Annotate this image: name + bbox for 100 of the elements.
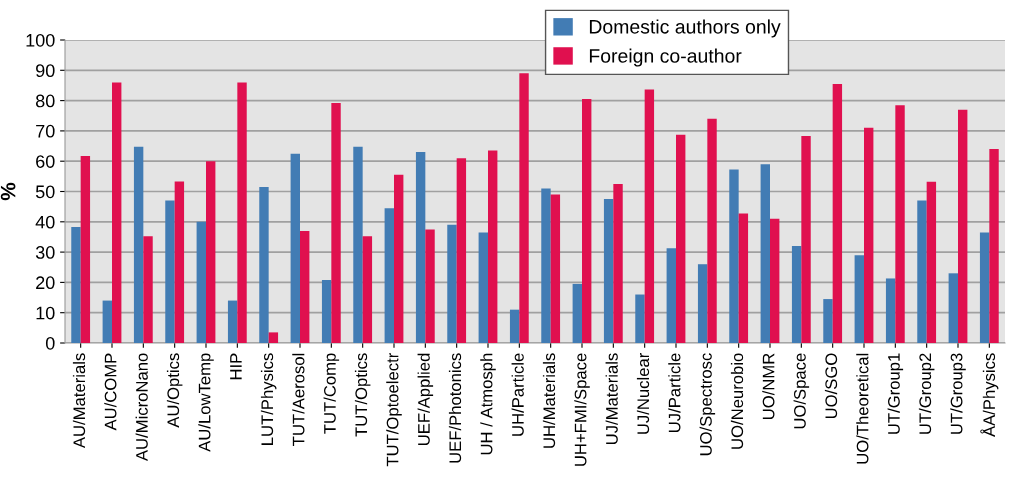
- bar: [666, 248, 676, 343]
- bar: [582, 99, 592, 343]
- x-tick-label: AU/Materials: [72, 353, 86, 449]
- bar: [854, 255, 864, 343]
- x-tick-label: AU/Optics: [166, 353, 183, 428]
- legend-label: Domestic authors only: [589, 19, 781, 38]
- bar: [864, 127, 874, 343]
- bar: [550, 194, 561, 343]
- bar: [823, 299, 833, 343]
- x-tick-label: AU/COMP: [104, 353, 117, 431]
- x-tick-label: UO/Space: [793, 353, 810, 429]
- y-tick-label: 50: [35, 185, 55, 199]
- bar: [926, 181, 937, 343]
- bar: [760, 164, 770, 343]
- bar: [603, 199, 614, 343]
- bar: [268, 332, 279, 343]
- x-tick-label: UH / Atmosph: [480, 353, 496, 455]
- bar: [917, 200, 927, 343]
- bar: [613, 183, 623, 343]
- x-tick-label: UO/Spectrosc: [699, 353, 716, 456]
- bar: [729, 169, 739, 343]
- bar: [394, 174, 404, 343]
- bar: [384, 208, 394, 343]
- bar: [738, 213, 749, 343]
- x-tick-label: UEF/Applied: [417, 353, 434, 445]
- bar: [227, 300, 238, 343]
- x-tick-label: LUT/Physics: [260, 353, 277, 445]
- y-tick-label: 60: [36, 155, 55, 168]
- x-tick-label: UO/Neurobio: [730, 353, 744, 449]
- x-tick-label: TUT/Aerosol: [292, 353, 305, 446]
- y-tick-label: 80: [35, 94, 55, 108]
- x-tick-label: HIP: [230, 353, 242, 380]
- x-tick-label: TUT/Comp: [323, 353, 340, 434]
- y-tick-label: 40: [35, 215, 55, 229]
- bar: [478, 232, 488, 343]
- bar: [300, 230, 310, 343]
- bar: [80, 156, 91, 343]
- x-tick-label: AU/MicroNano: [135, 353, 148, 462]
- bar: [697, 264, 708, 343]
- bar: [801, 136, 811, 343]
- bar: [165, 200, 175, 343]
- x-tick-label: UJ/Nuclear: [636, 353, 650, 434]
- bar: [174, 181, 185, 343]
- bar: [832, 83, 843, 343]
- bar: [237, 82, 247, 343]
- x-tick-label: UEF/Photonics: [448, 353, 462, 463]
- bar: [509, 309, 520, 343]
- bar: [519, 73, 529, 343]
- bar: [143, 236, 153, 343]
- bar: [488, 150, 498, 343]
- y-tick-label: 10: [36, 306, 55, 320]
- bar: [989, 149, 999, 343]
- x-tick-label: TUT/Optics: [354, 353, 371, 437]
- bar: [425, 229, 435, 343]
- x-tick-label: UO/Theoretical: [856, 353, 869, 464]
- bar: [206, 161, 216, 343]
- x-tick-label: UH/Materials: [542, 353, 556, 448]
- y-axis-title: %: [0, 182, 16, 201]
- y-tick-label: 90: [36, 64, 55, 78]
- bar: [948, 273, 958, 343]
- y-tick-label: 70: [36, 124, 55, 138]
- bar: [353, 146, 363, 343]
- x-tick-label: UO/SGO: [824, 353, 838, 419]
- y-tick-label: 30: [35, 246, 55, 259]
- bar: [456, 158, 467, 343]
- x-tick-label: UT/Group2: [918, 353, 935, 434]
- legend-label: Foreign co-author: [589, 48, 742, 67]
- x-tick-label: UH/Particle: [511, 353, 524, 436]
- y-tick-label: 20: [36, 276, 55, 290]
- bar: [290, 153, 300, 343]
- x-tick-label: UT/Group1: [887, 353, 904, 434]
- bar: [259, 186, 269, 343]
- bar: [112, 82, 122, 343]
- x-tick-label: UO/NMR: [762, 353, 775, 420]
- bar: [676, 134, 686, 343]
- bar: [415, 152, 426, 343]
- bar: [635, 294, 645, 343]
- bar: [644, 89, 655, 343]
- x-tick-label: TUT/Optoelectr: [386, 352, 402, 467]
- bar: [133, 146, 144, 343]
- bar: [707, 118, 717, 343]
- bar: [770, 218, 780, 343]
- bar: [958, 109, 968, 343]
- bar: [362, 236, 373, 343]
- bar: [71, 226, 81, 343]
- y-tick-label: 100: [26, 33, 55, 47]
- bar: [321, 279, 332, 343]
- x-tick-label: ÅA/Physics: [980, 353, 999, 437]
- bar: [447, 224, 457, 343]
- bar: [895, 105, 905, 343]
- bar: [331, 103, 341, 343]
- bar: [885, 278, 896, 343]
- x-tick-label: UT/Group3: [950, 353, 966, 434]
- bar: [791, 246, 802, 343]
- bar: [979, 232, 990, 343]
- y-tick-label: 0: [45, 336, 55, 350]
- bar: [102, 300, 112, 343]
- bar: [541, 188, 551, 343]
- x-tick-label: AU/LowTemp: [198, 353, 214, 452]
- x-tick-label: UJ/Particle: [668, 353, 681, 433]
